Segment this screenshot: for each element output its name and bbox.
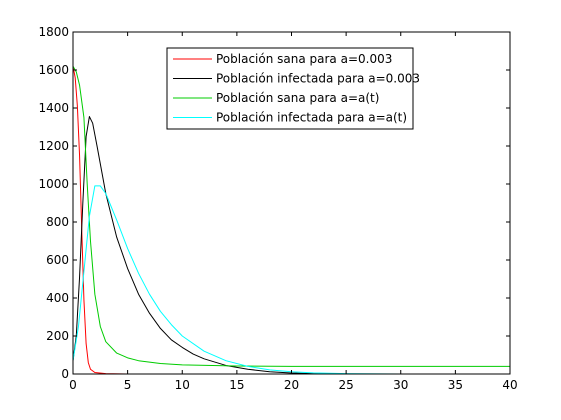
y-tick-label: 800 <box>46 215 69 229</box>
y-tick-label: 1600 <box>38 63 69 77</box>
legend-label-3: Población sana para a=a(t) <box>216 91 379 105</box>
series-line-2 <box>72 116 511 375</box>
legend-label-4: Población infectada para a=a(t) <box>216 111 407 125</box>
axes-layer: 0 5 10 15 20 25 30 35 40020040060080010001200140… <box>38 25 517 392</box>
legend-label-2: Población infectada para a=0.003 <box>216 72 420 86</box>
x-tick-label: 25 <box>338 378 353 392</box>
x-tick-label: 10 <box>175 378 190 392</box>
x-tick-label: 40 <box>502 378 517 392</box>
x-tick-label: 35 <box>448 378 463 392</box>
x-tick-label: 5 <box>124 378 132 392</box>
y-tick-label: 600 <box>46 253 69 267</box>
y-tick-label: 1400 <box>38 101 69 115</box>
y-tick-label: 1800 <box>38 25 69 39</box>
y-tick-label: 1200 <box>38 139 69 153</box>
legend: Población sana para a=0.003 Población inf… <box>166 47 420 130</box>
x-tick-label: 30 <box>393 378 408 392</box>
x-tick-label: 0 <box>69 378 77 392</box>
series-line-4 <box>72 185 511 375</box>
y-tick-label: 400 <box>46 291 69 305</box>
y-tick-label: 0 <box>61 367 69 381</box>
x-tick-label: 15 <box>229 378 244 392</box>
y-tick-label: 200 <box>46 329 69 343</box>
x-tick-label: 20 <box>284 378 299 392</box>
y-tick-label: 1000 <box>38 177 69 191</box>
legend-box <box>166 47 414 130</box>
legend-label-1: Población sana para a=0.003 <box>216 52 392 66</box>
